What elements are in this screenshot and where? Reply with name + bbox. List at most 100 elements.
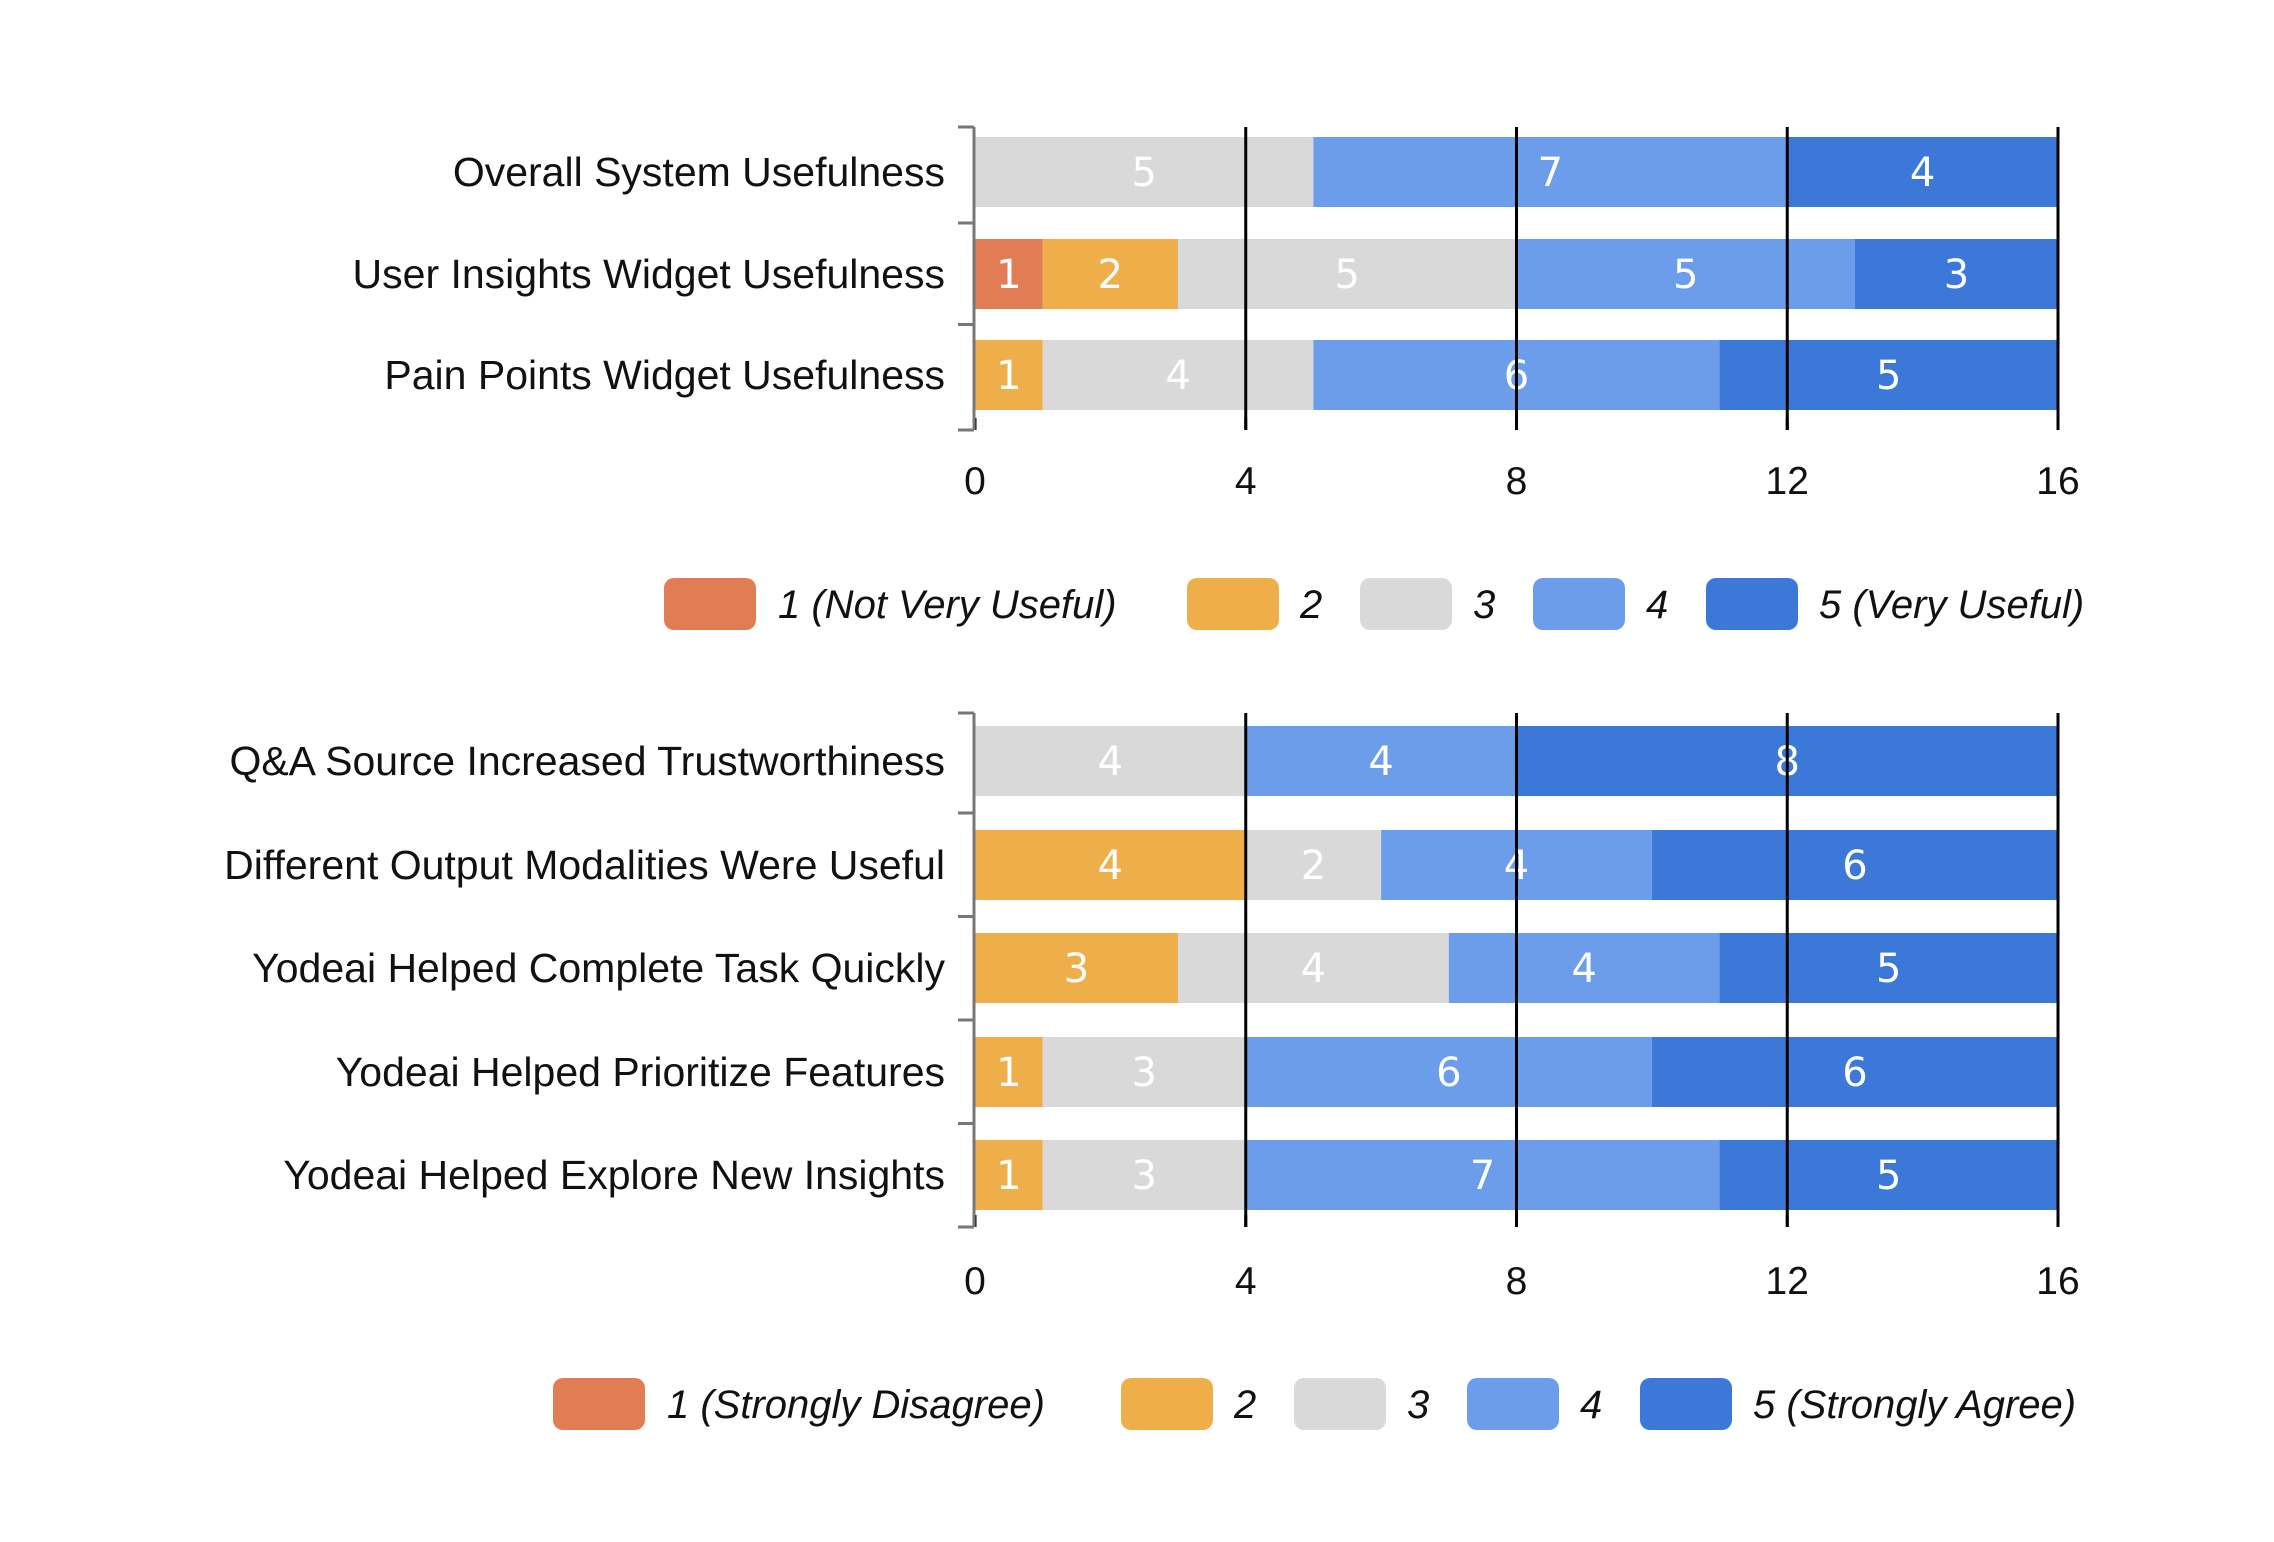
- legend-item-level-5: 5 (Strongly Agree): [1640, 1378, 2076, 1430]
- bar-segment-different-output-modalities-were-useful-level-5: [1651, 830, 2058, 900]
- x-tick-label: 8: [1506, 460, 1528, 503]
- data-label: 3: [1131, 1153, 1156, 1199]
- bar-segment-yodeai-helped-explore-new-insights-level-4: [1245, 1140, 1720, 1210]
- data-label: 4: [1368, 739, 1393, 785]
- legend-item-level-3: 3: [1360, 578, 1495, 630]
- legend-swatch: [1294, 1378, 1386, 1430]
- legend-label: 3: [1407, 1383, 1429, 1427]
- legend-swatch: [1187, 578, 1279, 630]
- category-label: Different Output Modalities Were Useful: [224, 842, 945, 888]
- data-label: 4: [1910, 150, 1935, 196]
- bar-segment-user-insights-widget-usefulness-level-5: [1854, 239, 2058, 309]
- legend-label: 2: [1233, 1383, 1256, 1427]
- legend-label: 5 (Very Useful): [1819, 583, 2084, 627]
- data-label: 5: [1673, 252, 1698, 298]
- category-label: User Insights Widget Usefulness: [353, 251, 945, 297]
- legend-label: 1 (Not Very Useful): [778, 583, 1117, 627]
- x-tick-label: 16: [2036, 460, 2079, 503]
- legend-swatch: [1640, 1378, 1732, 1430]
- legend: 1 (Not Very Useful) 2 3 4 5 (Very Useful): [664, 578, 2084, 630]
- bar-segment-yodeai-helped-explore-new-insights-level-2: [975, 1140, 1043, 1210]
- data-label: 1: [996, 353, 1021, 399]
- bar-segment-yodeai-helped-complete-task-quickly-level-3: [1178, 933, 1449, 1003]
- legend-item-level-4: 4: [1533, 578, 1668, 630]
- data-label: 5: [1131, 150, 1156, 196]
- legend-swatch: [1706, 578, 1798, 630]
- data-label: 7: [1538, 150, 1563, 196]
- legend-item-level-1: 1 (Strongly Disagree): [553, 1378, 1045, 1430]
- bar-segment-different-output-modalities-were-useful-level-2: [975, 830, 1246, 900]
- category-label: Pain Points Widget Usefulness: [384, 352, 945, 398]
- data-label: 1: [996, 1153, 1021, 1199]
- legend: 1 (Strongly Disagree) 2 3 4 5 (Strongly Agre…: [553, 1378, 2076, 1430]
- x-tick-label: 12: [1766, 460, 1809, 503]
- bar-segment-user-insights-widget-usefulness-level-3: [1178, 239, 1517, 309]
- legend-label: 1 (Strongly Disagree): [667, 1383, 1045, 1427]
- bar-segment-yodeai-helped-complete-task-quickly-level-5: [1719, 933, 2058, 1003]
- bar-segment-yodeai-helped-explore-new-insights-level-5: [1719, 1140, 2058, 1210]
- legend-swatch: [1360, 578, 1452, 630]
- data-label: 5: [1876, 353, 1901, 399]
- bar-segment-yodeai-helped-prioritize-features-level-2: [975, 1037, 1043, 1107]
- x-tick-label: 0: [964, 460, 986, 503]
- x-tick-label: 4: [1235, 1260, 1257, 1303]
- bar-segment-yodeai-helped-explore-new-insights-level-3: [1042, 1140, 1246, 1210]
- legend-item-level-4: 4: [1467, 1378, 1602, 1430]
- x-tick-label: 16: [2036, 1260, 2079, 1303]
- data-label: 4: [1098, 843, 1123, 889]
- data-label: 3: [1944, 252, 1969, 298]
- category-label: Q&A Source Increased Trustworthiness: [229, 738, 945, 784]
- data-label: 1: [996, 1050, 1021, 1096]
- data-label: 4: [1301, 946, 1326, 992]
- bar-segment-yodeai-helped-complete-task-quickly-level-4: [1448, 933, 1720, 1003]
- bar-segment-pain-points-widget-usefulness-level-3: [1042, 340, 1314, 410]
- category-label: Overall System Usefulness: [453, 149, 945, 195]
- legend-swatch: [553, 1378, 645, 1430]
- bar-segment-yodeai-helped-prioritize-features-level-3: [1042, 1037, 1246, 1107]
- data-label: 1: [996, 252, 1021, 298]
- bar-segment-pain-points-widget-usefulness-level-5: [1719, 340, 2058, 410]
- legend-swatch: [664, 578, 756, 630]
- legend-label: 4: [1580, 1383, 1602, 1427]
- bar-segment-overall-system-usefulness-level-5: [1787, 137, 2058, 207]
- legend-label: 5 (Strongly Agree): [1753, 1383, 2076, 1427]
- legend-item-level-2: 2: [1121, 1378, 1256, 1430]
- bar-segment-q-a-source-increased-trustworthiness-level-3: [975, 726, 1246, 796]
- legend-swatch: [1533, 578, 1625, 630]
- legend-swatch: [1121, 1378, 1213, 1430]
- legend-label: 4: [1646, 583, 1668, 627]
- bar-segment-yodeai-helped-complete-task-quickly-level-2: [975, 933, 1179, 1003]
- data-label: 6: [1842, 843, 1867, 889]
- bar-segment-user-insights-widget-usefulness-level-4: [1516, 239, 1855, 309]
- x-tick-label: 4: [1235, 460, 1257, 503]
- data-label: 5: [1335, 252, 1360, 298]
- data-label: 4: [1098, 739, 1123, 785]
- category-label: Yodeai Helped Explore New Insights: [283, 1152, 945, 1198]
- category-label: Yodeai Helped Complete Task Quickly: [252, 945, 945, 991]
- bar-segment-pain-points-widget-usefulness-level-2: [975, 340, 1043, 410]
- data-label: 5: [1876, 946, 1901, 992]
- x-tick-label: 12: [1766, 1260, 1809, 1303]
- data-label: 6: [1436, 1050, 1461, 1096]
- data-label: 2: [1098, 252, 1123, 298]
- data-label: 3: [1064, 946, 1089, 992]
- bar-segment-overall-system-usefulness-level-3: [975, 137, 1314, 207]
- legend-item-level-2: 2: [1187, 578, 1322, 630]
- chart-2: 4 4 8 Q&A Source Increased Trustworthiness 4…: [224, 711, 2080, 1430]
- bar-segment-different-output-modalities-were-useful-level-3: [1245, 830, 1382, 900]
- legend-item-level-1: 1 (Not Very Useful): [664, 578, 1117, 630]
- data-label: 6: [1842, 1050, 1867, 1096]
- bar-segment-yodeai-helped-prioritize-features-level-5: [1651, 1037, 2058, 1107]
- data-label: 5: [1876, 1153, 1901, 1199]
- data-label: 3: [1131, 1050, 1156, 1096]
- legend-label: 3: [1473, 583, 1495, 627]
- legend-item-level-5: 5 (Very Useful): [1706, 578, 2084, 630]
- x-tick-label: 8: [1506, 1260, 1528, 1303]
- data-label: 2: [1301, 843, 1326, 889]
- data-label: 7: [1470, 1153, 1495, 1199]
- bar-segment-overall-system-usefulness-level-4: [1313, 137, 1788, 207]
- bar-segment-q-a-source-increased-trustworthiness-level-4: [1245, 726, 1517, 796]
- data-label: 4: [1571, 946, 1596, 992]
